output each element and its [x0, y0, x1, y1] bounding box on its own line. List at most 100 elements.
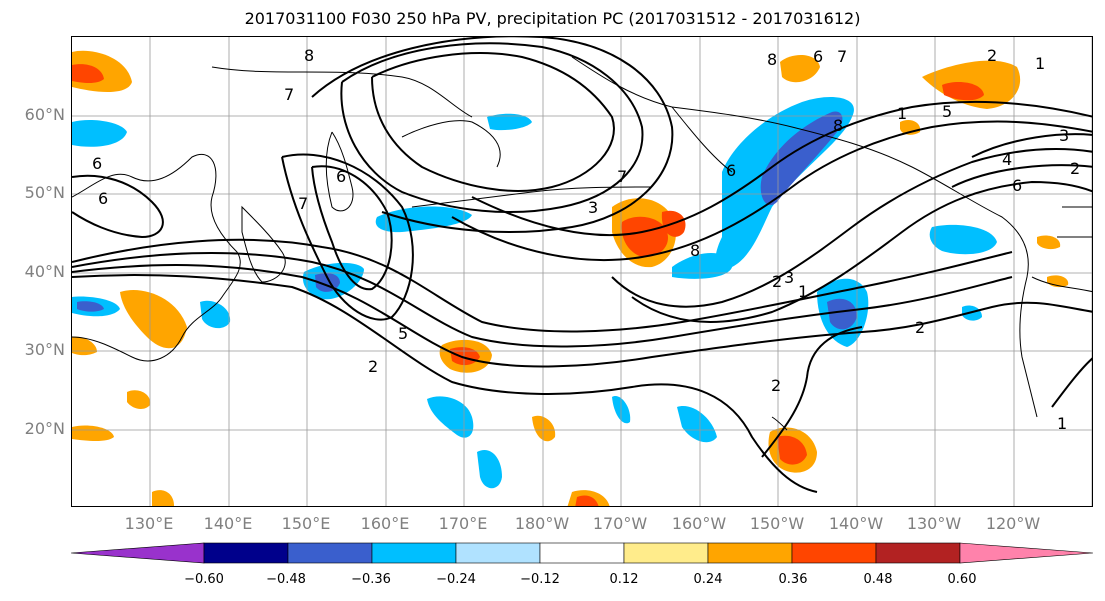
coast-east-asia: [72, 154, 241, 362]
lon-label-140w: 140°W: [828, 514, 884, 533]
lon-label-130e: 130°E: [124, 514, 174, 533]
coast-alaska: [571, 56, 1038, 418]
pv-contour: [72, 251, 1013, 348]
lat-label-40: 40°N: [24, 262, 65, 281]
contour-label: 1: [897, 104, 907, 123]
colorbar-tick-label: 0.36: [778, 572, 808, 587]
contour-label: 6: [1012, 176, 1022, 195]
colorbar-tick-label: 0.24: [693, 572, 723, 587]
lon-label-130w: 130°W: [906, 514, 962, 533]
contour-label: 1: [1035, 54, 1045, 73]
precip-area-negative: [487, 113, 532, 131]
precip-area-negative: [477, 449, 502, 489]
precip-area-positive: [621, 216, 668, 258]
contour-label: 2: [1070, 159, 1080, 178]
contour-label: 5: [398, 324, 408, 343]
colorbar-tick-label: −0.12: [520, 572, 560, 587]
pv-contour: [72, 274, 818, 493]
precipitation-shading: [72, 50, 1069, 506]
precip-area-positive: [72, 425, 114, 441]
contour-label: 7: [837, 47, 847, 66]
coast-hawaii: [771, 416, 788, 431]
colorbar-segment: [371, 542, 457, 564]
map-title: 2017031100 F030 250 hPa PV, precipitatio…: [244, 9, 861, 28]
pv-contour: [72, 238, 1013, 333]
coast-siberia: [211, 66, 473, 118]
precip-area-positive: [942, 82, 984, 101]
lon-label-170e: 170°E: [438, 514, 488, 533]
contour-label: 4: [1002, 150, 1012, 169]
lat-label-20: 20°N: [24, 419, 65, 438]
lon-label-160w: 160°W: [671, 514, 727, 533]
precip-area-negative: [375, 206, 472, 233]
lat-label-50: 50°N: [24, 183, 65, 202]
map-canvas: 8 7 6 8 6 6 7 5 6 7 3 2 8 7 6 1 2 3 1 2 …: [72, 37, 1092, 506]
contour-label: 6: [813, 47, 823, 66]
precip-area-positive: [127, 390, 151, 409]
pv-contours: [72, 37, 1092, 493]
colorbar-segments: [70, 542, 1094, 564]
lon-label-150e: 150°E: [281, 514, 331, 533]
coast-aleutians: [411, 186, 653, 208]
contour-label: 2: [915, 318, 925, 337]
precip-area-negative: [200, 300, 231, 329]
contour-label: 6: [98, 189, 108, 208]
colorbar-segment: [707, 542, 793, 564]
colorbar-segment: [875, 542, 961, 564]
precip-area-negative: [427, 396, 474, 438]
contour-label: 7: [284, 85, 294, 104]
precip-area-positive: [532, 415, 556, 442]
contour-label: 1: [798, 282, 808, 301]
coast-chukotka: [401, 120, 501, 168]
lon-label-160e: 160°E: [360, 514, 410, 533]
coastlines: [72, 56, 1092, 431]
pv-contour: [371, 52, 615, 192]
precip-area-positive: [72, 64, 104, 83]
pv-contour: [951, 133, 1092, 188]
colorbar-segment: [791, 542, 877, 564]
precip-area-negative: [827, 298, 857, 330]
coast-west-na: [1031, 206, 1092, 293]
contour-label: 2: [987, 46, 997, 65]
colorbar-tick-label: −0.24: [436, 572, 476, 587]
colorbar-segment: [455, 542, 541, 564]
contour-label: 5: [942, 102, 952, 121]
precip-area-negative: [77, 301, 104, 312]
colorbar-tick-label: −0.36: [351, 572, 391, 587]
contour-label: 6: [726, 161, 736, 180]
precip-area-positive: [575, 495, 599, 506]
colorbar-segment: [287, 542, 373, 564]
contour-label: 6: [336, 167, 346, 186]
colorbar-tick-label: 0.60: [947, 572, 977, 587]
pv-contour: [340, 42, 644, 213]
lon-label-140e: 140°E: [203, 514, 253, 533]
pv-contour: [631, 180, 1092, 323]
contour-label: 3: [588, 198, 598, 217]
map-panel[interactable]: 8 7 6 8 6 6 7 5 6 7 3 2 8 7 6 1 2 3 1 2 …: [71, 36, 1093, 507]
colorbar-segment: [203, 542, 289, 564]
contour-label: 2: [368, 357, 378, 376]
lon-label-120w: 120°W: [985, 514, 1041, 533]
contour-label: 8: [833, 116, 843, 135]
precip-area-positive: [152, 490, 174, 506]
colorbar-tick-label: −0.48: [266, 572, 306, 587]
pv-contour: [72, 264, 1092, 368]
colorbar-segment: [539, 542, 625, 564]
contour-label: 8: [304, 46, 314, 65]
precip-area-negative: [672, 252, 733, 279]
precip-area-negative: [677, 406, 717, 443]
precip-area-positive: [72, 336, 97, 356]
lat-label-60: 60°N: [24, 105, 65, 124]
contour-label: 2: [771, 376, 781, 395]
contour-label: 8: [767, 50, 777, 69]
colorbar-segment: [959, 542, 1094, 564]
pv-contour: [311, 37, 674, 233]
contour-label: 3: [1059, 126, 1069, 145]
contour-label: 8: [690, 241, 700, 260]
pv-contour: [1051, 357, 1092, 408]
pv-contour: [311, 165, 393, 291]
colorbar-tick-label: 0.12: [609, 572, 639, 587]
contour-label: 7: [298, 194, 308, 213]
precip-area-positive: [777, 435, 807, 465]
pv-contour: [451, 120, 1092, 262]
